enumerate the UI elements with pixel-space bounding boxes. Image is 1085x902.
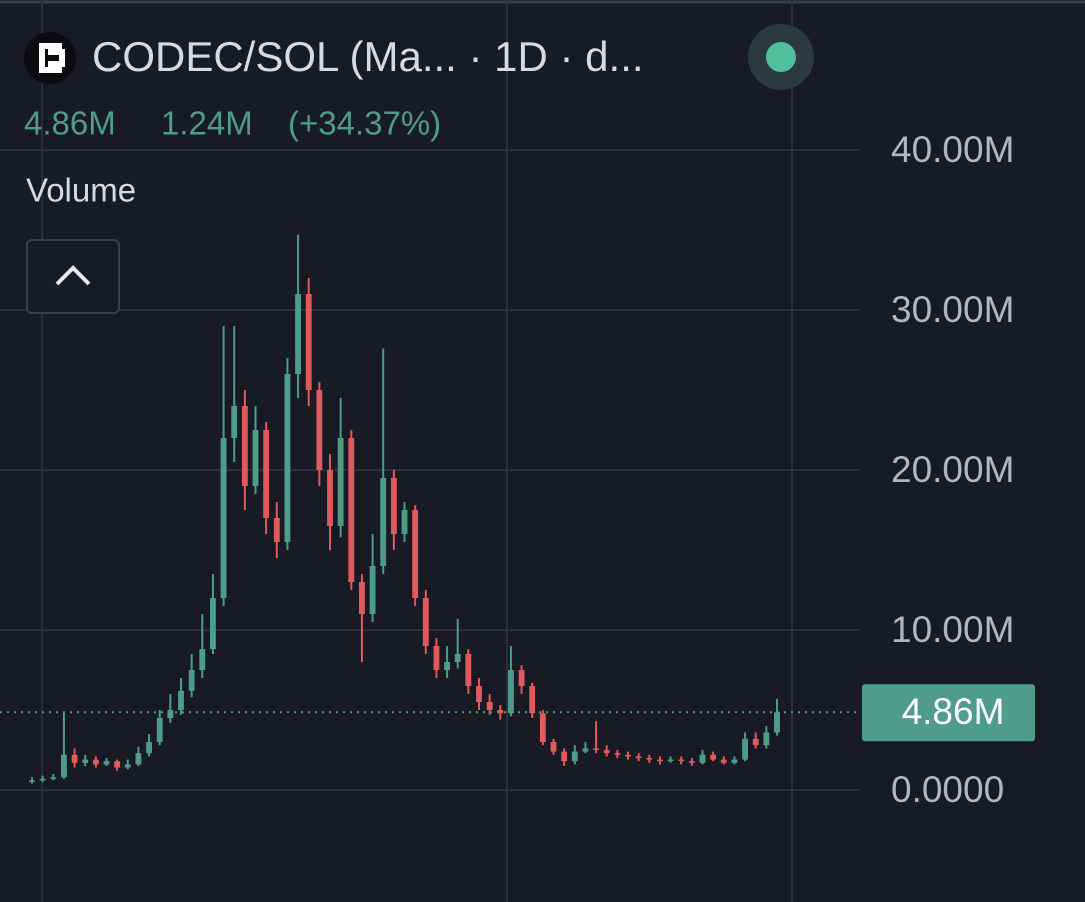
candle-body	[135, 753, 142, 765]
stat-change: 1.24M	[161, 105, 253, 142]
candle-body	[550, 742, 557, 752]
candle-body	[231, 406, 238, 438]
candle-body	[305, 294, 312, 390]
candle-body	[92, 759, 99, 765]
candle-body	[284, 374, 291, 542]
candle-body	[263, 430, 270, 518]
candle-body	[50, 777, 57, 779]
stat-value: 4.86M	[24, 105, 116, 142]
candle-body	[518, 670, 525, 686]
candle-body	[444, 662, 450, 670]
candle-body	[295, 294, 301, 374]
candle-body	[625, 754, 631, 757]
candle-body	[401, 510, 408, 534]
candle-body	[124, 764, 131, 768]
symbol-title[interactable]: CODEC/SOL (Ma... · 1D · d...	[92, 33, 644, 80]
candle-body	[667, 759, 674, 762]
candle-body	[178, 690, 184, 710]
candle-body	[561, 751, 568, 762]
candle-body	[742, 738, 748, 760]
candle-body	[688, 761, 695, 763]
plot	[0, 149, 860, 791]
candle-body	[603, 750, 610, 754]
candle-body	[380, 478, 387, 566]
candle-body	[752, 738, 759, 746]
candle-body	[327, 470, 333, 526]
candle-body	[422, 598, 429, 646]
candle-body	[61, 754, 67, 778]
candle-body	[29, 780, 35, 782]
candle-body	[529, 686, 536, 714]
candle-body	[699, 754, 706, 763]
candle-body	[486, 702, 493, 710]
candle-body	[316, 390, 323, 470]
y-tick-label: 30.00M	[891, 289, 1014, 330]
candle-body	[465, 654, 472, 686]
candle-body	[390, 478, 397, 534]
candle-body	[593, 748, 599, 750]
candle-body	[412, 510, 419, 598]
price-label-box	[862, 684, 1035, 742]
candle-body	[114, 761, 121, 768]
candle-body	[348, 438, 355, 582]
candle-body	[731, 759, 738, 763]
candle-body	[571, 751, 578, 762]
chevron-icon	[55, 265, 91, 286]
candle-body	[433, 646, 440, 670]
candle-body	[763, 732, 770, 746]
candle-body	[199, 649, 206, 670]
y-tick-label: 10.00M	[891, 609, 1014, 650]
candle-body	[774, 712, 780, 733]
candle-body	[220, 438, 227, 598]
candle-body	[497, 710, 504, 714]
candle-body	[167, 710, 174, 718]
candle-body	[657, 759, 663, 762]
candle-body	[188, 670, 195, 691]
candle-body	[146, 742, 152, 754]
candle-body	[241, 406, 248, 486]
status-dot	[766, 42, 796, 72]
candle-body	[273, 518, 280, 542]
y-tick-label: 0.0000	[891, 769, 1004, 810]
candle-body	[71, 754, 78, 763]
candle-body	[337, 438, 344, 526]
candle-body	[454, 654, 461, 662]
candle-body	[508, 670, 514, 714]
candle-body	[156, 718, 163, 742]
candle-body	[678, 759, 685, 762]
candle-body	[252, 430, 259, 486]
candle-body	[582, 748, 589, 752]
candle-body	[710, 754, 717, 760]
y-tick-label: 40.00M	[891, 129, 1014, 170]
candle-body	[39, 778, 46, 781]
token-logo	[24, 32, 76, 84]
candle-body	[646, 758, 653, 760]
candle-body	[614, 753, 621, 755]
candle-body	[476, 686, 482, 702]
candle-body	[635, 756, 642, 758]
candle-body	[369, 566, 376, 614]
collapse-button[interactable]	[26, 239, 120, 314]
indicator-label: Volume	[26, 172, 136, 209]
candle-body	[539, 713, 546, 742]
logo-glyph	[39, 43, 65, 73]
price-label: 4.86M	[902, 691, 1005, 732]
stat-percent: (+34.37%)	[288, 105, 441, 142]
candle-body	[359, 582, 365, 614]
candle-body	[210, 598, 216, 650]
y-tick-label: 20.00M	[891, 449, 1014, 490]
candle-body	[82, 759, 89, 763]
candle-body	[103, 761, 110, 765]
candle-body	[720, 759, 727, 763]
